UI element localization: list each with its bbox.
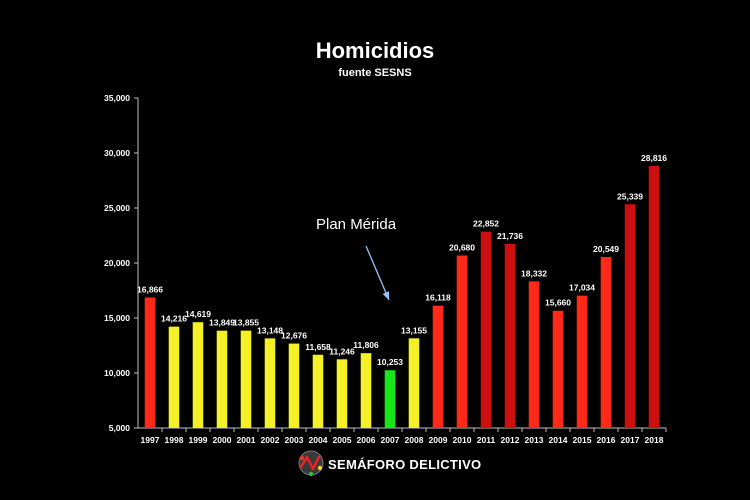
bar-1999: [192, 322, 204, 428]
y-tick-label: 30,000: [104, 148, 130, 158]
data-label: 13,849: [209, 318, 235, 328]
x-tick-label: 1998: [165, 435, 184, 445]
annotation-arrow: [365, 245, 390, 301]
brand-name: SEMÁFORO DELICTIVO: [328, 457, 481, 472]
data-label: 22,852: [473, 219, 499, 229]
data-label: 16,118: [425, 293, 451, 303]
data-label: 10,253: [377, 357, 403, 367]
annotation: Plan Mérida: [316, 216, 397, 301]
bar-2009: [432, 305, 444, 428]
bar-2004: [312, 354, 324, 428]
bars: [144, 166, 660, 429]
x-tick-label: 2017: [621, 435, 640, 445]
chart-title: Homicidios: [316, 38, 435, 63]
x-tick-label: 2003: [285, 435, 304, 445]
axes: 5,000 10,000 15,000 20,000 25,000 30,000 35,00…: [104, 93, 667, 445]
bar-2002: [264, 338, 276, 428]
data-label: 11,246: [329, 346, 355, 356]
data-labels: 16,866 14,21614,61913,84913,85513,14812,6…: [137, 153, 667, 367]
x-tick-label: 2007: [381, 435, 400, 445]
x-tick-label: 2018: [645, 435, 664, 445]
brand-logo: SEMÁFORO DELICTIVO: [298, 450, 481, 477]
x-tick-label: 2012: [501, 435, 520, 445]
data-label: 25,339: [617, 191, 643, 201]
x-tick-label: 2002: [261, 435, 280, 445]
bar-2016: [600, 256, 612, 428]
bar-2018: [648, 166, 660, 429]
x-tick-label: 2011: [477, 435, 496, 445]
bar-2006: [360, 353, 372, 428]
x-tick-label: 2013: [525, 435, 544, 445]
data-label: 13,148: [257, 325, 283, 335]
data-label: 11,658: [305, 342, 331, 352]
bar-2013: [528, 281, 540, 428]
data-label: 20,549: [593, 244, 619, 254]
data-label: 11,806: [353, 340, 379, 350]
logo-dot-red-icon: [299, 455, 305, 461]
x-tick-label: 2010: [453, 435, 472, 445]
bar-2012: [504, 243, 516, 428]
logo-dot-yellow-icon: [317, 465, 323, 471]
bar-2005: [336, 359, 348, 428]
x-tick-label: 2016: [597, 435, 616, 445]
data-label: 18,332: [521, 268, 547, 278]
data-label: 13,155: [401, 325, 427, 335]
y-tick-label: 5,000: [109, 423, 131, 433]
data-label: 15,660: [545, 298, 571, 308]
annotation-arrow-head: [382, 291, 390, 300]
logo-signal-icon: [299, 455, 321, 471]
x-tick-label: 1997: [141, 435, 160, 445]
data-label: 16,866: [137, 284, 163, 294]
bar-2014: [552, 310, 564, 428]
x-tick-label: 2005: [333, 435, 352, 445]
x-tick-label: 2008: [405, 435, 424, 445]
data-label: 14,216: [161, 314, 187, 324]
data-label: 21,736: [497, 231, 523, 241]
bar-2010: [456, 255, 468, 428]
data-label: 12,676: [281, 331, 307, 341]
y-tick-label: 20,000: [104, 258, 130, 268]
bar-2001: [240, 330, 252, 428]
annotation-text: Plan Mérida: [316, 216, 397, 233]
bar-2003: [288, 343, 300, 428]
chart-subtitle: fuente SESNS: [338, 67, 411, 79]
x-tick-label: 1999: [189, 435, 208, 445]
bar-2017: [624, 204, 636, 428]
bar-2007: [384, 370, 396, 428]
y-tick-label: 35,000: [104, 93, 130, 103]
x-tick-label: 2004: [309, 435, 328, 445]
x-tick-label: 2000: [213, 435, 232, 445]
bar-2015: [576, 295, 588, 428]
x-tick-label: 2015: [573, 435, 592, 445]
y-tick-label: 15,000: [104, 313, 130, 323]
bar-2011: [480, 231, 492, 428]
x-tick-label: 2001: [237, 435, 256, 445]
y-tick-label: 25,000: [104, 203, 130, 213]
data-label: 28,816: [641, 153, 667, 163]
x-tick-label: 2009: [429, 435, 448, 445]
bar-2008: [408, 338, 420, 428]
bar-1997: [144, 297, 156, 428]
logo-dot-green-icon: [308, 471, 314, 477]
x-tick-label: 2006: [357, 435, 376, 445]
data-label: 14,619: [185, 309, 211, 319]
data-label: 20,680: [449, 243, 475, 253]
data-label: 13,855: [233, 318, 259, 328]
bar-1998: [168, 326, 180, 428]
bar-2000: [216, 330, 228, 428]
data-label: 17,034: [569, 283, 595, 293]
y-tick-label: 10,000: [104, 368, 130, 378]
x-tick-label: 2014: [549, 435, 568, 445]
